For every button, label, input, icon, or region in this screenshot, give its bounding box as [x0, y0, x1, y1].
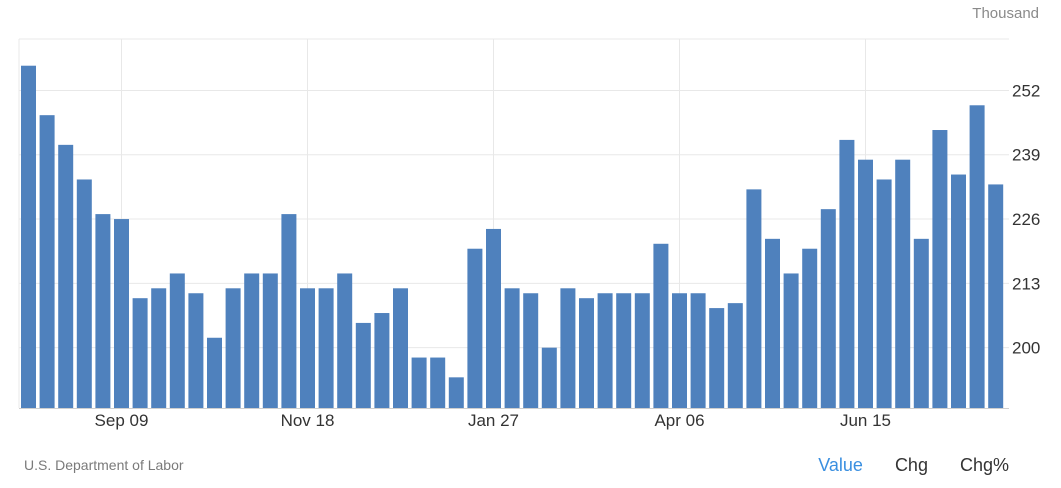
- bar[interactable]: [597, 293, 613, 408]
- x-tick-label: Jan 27: [468, 411, 519, 430]
- bar[interactable]: [374, 313, 390, 408]
- source-label: U.S. Department of Labor: [24, 457, 184, 473]
- x-tick-label: Sep 09: [95, 411, 149, 430]
- bar[interactable]: [709, 308, 725, 408]
- bar[interactable]: [58, 144, 74, 409]
- bar[interactable]: [430, 357, 446, 408]
- bar[interactable]: [765, 238, 780, 408]
- x-tick-label: Apr 06: [654, 411, 704, 430]
- y-axis-ticks: 200 213 226 239 252: [1012, 81, 1040, 357]
- bar[interactable]: [207, 337, 222, 408]
- bar-chart: Sep 09 Nov 18 Jan 27 Apr 06 Jun 15 200 213 226…: [18, 38, 1040, 430]
- tab-value[interactable]: Value: [818, 455, 863, 475]
- bar[interactable]: [448, 377, 464, 408]
- bar[interactable]: [802, 248, 818, 408]
- bar[interactable]: [913, 238, 929, 408]
- bar[interactable]: [616, 293, 632, 408]
- bar[interactable]: [39, 115, 55, 409]
- bar[interactable]: [151, 288, 167, 408]
- bar[interactable]: [244, 273, 260, 408]
- bar[interactable]: [262, 273, 278, 408]
- bar[interactable]: [969, 105, 985, 409]
- bar[interactable]: [690, 293, 706, 408]
- tab-chg-percent[interactable]: Chg%: [959, 455, 1009, 475]
- bar[interactable]: [951, 174, 966, 408]
- bar[interactable]: [337, 273, 353, 408]
- bar[interactable]: [895, 159, 911, 408]
- bar[interactable]: [858, 159, 873, 408]
- bar[interactable]: [579, 298, 594, 408]
- x-tick-label: Jun 15: [840, 411, 891, 430]
- bar[interactable]: [988, 184, 1004, 408]
- bar[interactable]: [411, 357, 427, 408]
- y-tick-label: 252: [1012, 81, 1040, 100]
- y-tick-label: 213: [1012, 274, 1040, 293]
- bar[interactable]: [76, 179, 92, 408]
- unit-label: Thousand: [972, 5, 1039, 22]
- bar[interactable]: [839, 139, 855, 408]
- bar[interactable]: [560, 288, 576, 408]
- bar[interactable]: [114, 219, 129, 408]
- y-tick-label: 200: [1012, 339, 1040, 358]
- bar[interactable]: [95, 214, 111, 408]
- bar[interactable]: [783, 273, 799, 408]
- bar[interactable]: [876, 179, 892, 408]
- bar[interactable]: [281, 214, 297, 408]
- bar[interactable]: [225, 288, 241, 408]
- bar[interactable]: [672, 293, 687, 408]
- bar[interactable]: [504, 288, 520, 408]
- bar[interactable]: [820, 209, 836, 408]
- x-tick-label: Nov 18: [281, 411, 335, 430]
- bar[interactable]: [188, 293, 204, 408]
- view-tabs: Value Chg Chg%: [786, 455, 1009, 476]
- bar[interactable]: [541, 347, 557, 408]
- bar[interactable]: [653, 243, 669, 408]
- bar[interactable]: [355, 322, 371, 408]
- y-tick-label: 226: [1012, 210, 1040, 229]
- bars: [21, 65, 1004, 409]
- bar[interactable]: [727, 303, 743, 408]
- bar[interactable]: [21, 65, 36, 409]
- bar[interactable]: [634, 293, 650, 408]
- bar[interactable]: [318, 288, 334, 408]
- bar[interactable]: [467, 248, 483, 408]
- bar[interactable]: [932, 130, 948, 408]
- bar[interactable]: [169, 273, 185, 408]
- bar[interactable]: [393, 288, 408, 408]
- bar[interactable]: [132, 298, 148, 408]
- bar[interactable]: [523, 293, 539, 408]
- y-tick-label: 239: [1012, 146, 1040, 165]
- bar[interactable]: [746, 189, 762, 408]
- x-axis-ticks: Sep 09 Nov 18 Jan 27 Apr 06 Jun 15: [95, 411, 891, 430]
- tab-chg[interactable]: Chg: [894, 455, 928, 475]
- bar[interactable]: [300, 288, 315, 408]
- bar[interactable]: [486, 228, 501, 408]
